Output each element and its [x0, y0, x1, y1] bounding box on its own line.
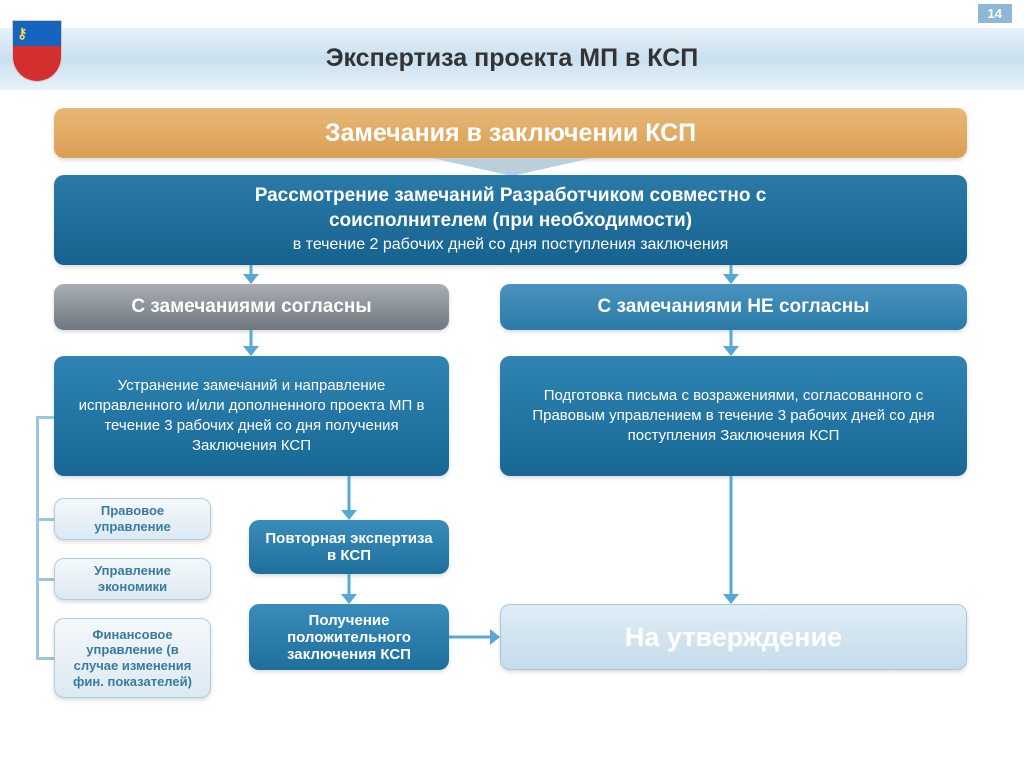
arrow-down-icon: [338, 476, 360, 520]
review-line1: Рассмотрение замечаний Разработчиком сов…: [255, 184, 767, 209]
arrow-down-icon: [240, 330, 262, 356]
arrow-down-icon: [720, 330, 742, 356]
review-subline: в течение 2 рабочих дней со дня поступле…: [293, 235, 729, 256]
arrow-down-icon: [240, 265, 262, 284]
side-legal: Правовое управление: [54, 498, 211, 540]
arrow-down-icon: [720, 476, 742, 604]
connector-line: [36, 578, 54, 581]
arrow-right-icon: [449, 626, 500, 648]
disagree-body: Подготовка письма с возражениями, соглас…: [500, 356, 967, 476]
page-number: 14: [978, 4, 1012, 23]
agree-body: Устранение замечаний и направление испра…: [54, 356, 449, 476]
side-finance-label: Финансовое управление (в случае изменени…: [69, 627, 196, 689]
connector-line: [36, 416, 54, 419]
agree-header: С замечаниями согласны: [54, 284, 449, 330]
positive-conclusion: Получение положительного заключения КСП: [249, 604, 449, 670]
arrow-down-icon: [338, 574, 360, 604]
final-approval: На утверждение: [500, 604, 967, 670]
ksp-remarks-banner: Замечания в заключении КСП: [54, 108, 967, 158]
review-box: Рассмотрение замечаний Разработчиком сов…: [54, 175, 967, 265]
side-economy: Управление экономики: [54, 558, 211, 600]
page-title: Экспертиза проекта МП в КСП: [0, 44, 1024, 73]
disagree-header: С замечаниями НЕ согласны: [500, 284, 967, 330]
arrow-down-icon: [720, 265, 742, 284]
side-finance: Финансовое управление (в случае изменени…: [54, 618, 211, 698]
repeat-expertise: Повторная экспертиза в КСП: [249, 520, 449, 574]
arrow-down-icon: [432, 158, 592, 176]
review-line2: соисполнителем (при необходимости): [329, 209, 692, 234]
connector-line: [36, 518, 54, 521]
connector-line: [36, 657, 54, 660]
connector-line: [36, 416, 39, 659]
